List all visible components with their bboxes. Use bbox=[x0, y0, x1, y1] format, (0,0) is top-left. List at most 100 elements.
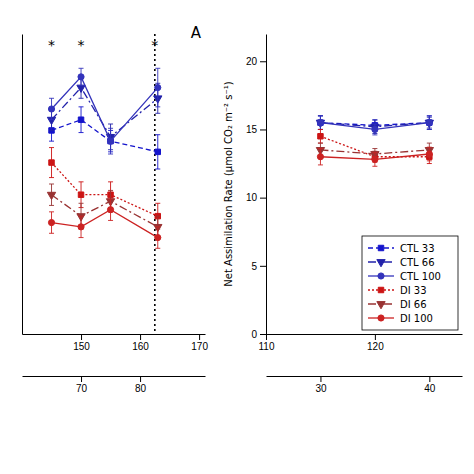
panel: 150 160 170 70 80 * * * A bbox=[23, 24, 209, 394]
error-bar bbox=[49, 212, 54, 233]
tick-mark bbox=[260, 61, 266, 62]
tick-mark bbox=[81, 376, 82, 382]
error-bar bbox=[155, 227, 160, 248]
x-axis: 110120 bbox=[259, 334, 463, 352]
error-bar bbox=[108, 199, 113, 220]
point bbox=[78, 224, 84, 230]
point bbox=[427, 120, 432, 125]
tick-mark bbox=[81, 334, 82, 340]
tick: 5 bbox=[251, 261, 266, 272]
series-line bbox=[52, 210, 158, 238]
tick-label: 30 bbox=[315, 383, 327, 394]
legend-marker bbox=[378, 245, 383, 250]
legend-marker bbox=[377, 302, 385, 309]
error-bar bbox=[372, 124, 377, 135]
error-bar bbox=[427, 147, 432, 161]
legend-frame bbox=[362, 236, 458, 330]
error-bar bbox=[318, 149, 323, 165]
axis-line bbox=[267, 334, 463, 335]
legend-marker bbox=[378, 273, 384, 279]
tick-mark bbox=[260, 266, 266, 267]
legend-item: DI 33 bbox=[368, 285, 427, 296]
tick: 80 bbox=[135, 376, 147, 394]
error-bar bbox=[427, 116, 432, 130]
point bbox=[372, 156, 378, 162]
error-bar bbox=[155, 135, 160, 169]
axis-line bbox=[267, 376, 463, 377]
panel-label: A bbox=[191, 24, 202, 42]
tick: 120 bbox=[367, 334, 384, 352]
point bbox=[372, 126, 378, 132]
error-bar bbox=[318, 129, 323, 143]
error-bar bbox=[372, 153, 377, 167]
axis-line bbox=[23, 376, 206, 377]
annotation: * bbox=[151, 37, 158, 53]
tick: 160 bbox=[132, 334, 149, 352]
point bbox=[108, 138, 113, 143]
tick-label: 15 bbox=[246, 124, 258, 135]
tick-label: 160 bbox=[132, 341, 149, 352]
tick-label: 70 bbox=[76, 383, 88, 394]
point bbox=[49, 160, 54, 165]
series bbox=[317, 116, 432, 135]
error-bar bbox=[427, 150, 432, 164]
tick: 170 bbox=[191, 334, 208, 352]
point bbox=[78, 117, 83, 122]
point bbox=[155, 84, 161, 90]
tick-mark bbox=[260, 198, 266, 199]
annotation: * bbox=[48, 37, 55, 53]
tick: 15 bbox=[246, 124, 266, 135]
axis-line bbox=[23, 334, 206, 335]
annotation: * bbox=[78, 37, 85, 53]
error-bar bbox=[372, 120, 377, 134]
panel: 110120304005101520Net Assimilation Rate … bbox=[223, 35, 463, 395]
series-line bbox=[52, 163, 158, 217]
error-bar bbox=[49, 98, 54, 119]
tick-label: 40 bbox=[424, 383, 436, 394]
x2-axis: 70 80 bbox=[23, 376, 206, 394]
tick-label: 80 bbox=[135, 383, 147, 394]
tick: 30 bbox=[315, 376, 327, 394]
point bbox=[318, 120, 323, 125]
tick-label: 0 bbox=[251, 329, 257, 340]
legend-label: DI 33 bbox=[400, 285, 427, 296]
tick-label: 120 bbox=[367, 341, 384, 352]
x-axis: 150 160 170 bbox=[23, 334, 209, 352]
tick-mark bbox=[320, 376, 321, 382]
point bbox=[78, 192, 83, 197]
error-bar bbox=[79, 107, 84, 133]
tick-label: 20 bbox=[246, 56, 258, 67]
tick-mark bbox=[266, 334, 267, 340]
tick-label: 5 bbox=[251, 261, 257, 272]
legend-item: CTL 33 bbox=[368, 243, 435, 254]
series bbox=[47, 184, 162, 238]
axis-line bbox=[266, 35, 267, 335]
point bbox=[426, 120, 432, 126]
plot-area bbox=[316, 116, 433, 166]
point bbox=[318, 134, 323, 139]
series bbox=[49, 148, 161, 229]
point bbox=[78, 74, 84, 80]
point bbox=[107, 138, 113, 144]
point bbox=[107, 207, 113, 213]
tick-label: 150 bbox=[73, 341, 90, 352]
tick: 0 bbox=[251, 329, 266, 340]
chart: 1501601707080***A110120304005101520Net A… bbox=[0, 0, 474, 474]
x2-axis: 30 40 bbox=[267, 376, 463, 394]
point bbox=[317, 154, 323, 160]
tick-mark bbox=[375, 334, 376, 340]
axis-line bbox=[22, 35, 23, 335]
legend: CTL 33CTL 66CTL 100DI 33DI 66DI 100 bbox=[362, 236, 458, 330]
series bbox=[317, 147, 432, 166]
series-line bbox=[52, 195, 158, 227]
error-bar bbox=[108, 128, 113, 154]
tick-mark bbox=[260, 334, 266, 335]
error-bar bbox=[79, 68, 84, 85]
legend-marker bbox=[377, 260, 385, 267]
point bbox=[426, 151, 432, 157]
error-bar bbox=[79, 216, 84, 237]
series bbox=[318, 129, 432, 163]
point bbox=[155, 234, 161, 240]
tick: 70 bbox=[76, 376, 88, 394]
error-bar bbox=[318, 116, 323, 130]
